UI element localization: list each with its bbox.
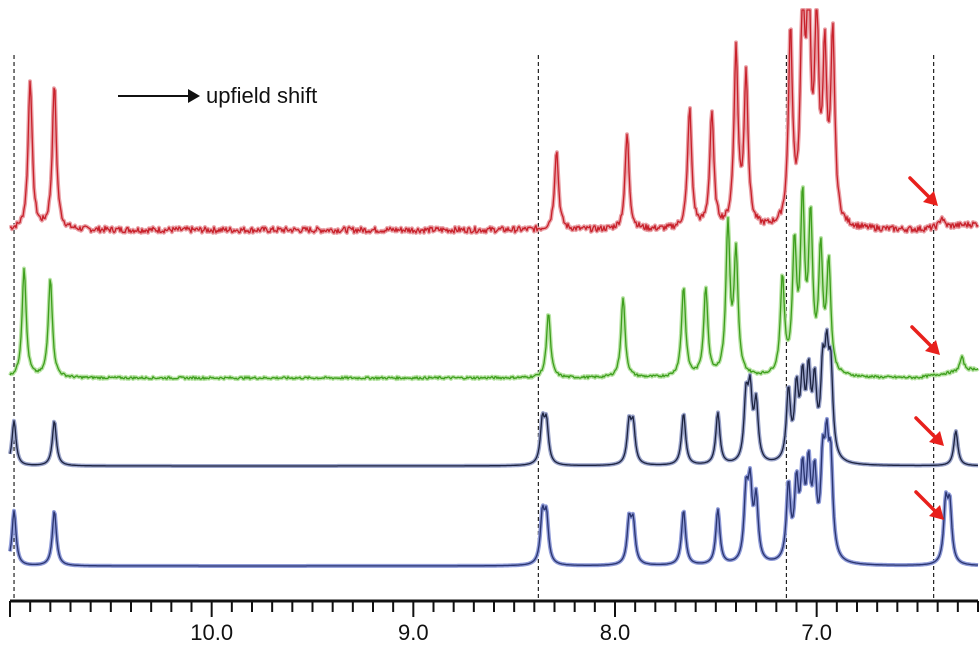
spectrum-1 <box>8 8 980 235</box>
spectrum-line <box>9 186 979 380</box>
red-arrow-shaft <box>914 490 940 516</box>
red-arrow-head <box>923 191 938 206</box>
red-arrow-head <box>929 505 944 520</box>
tick-label: 9.0 <box>398 620 429 645</box>
red-arrow-shaft <box>914 416 940 442</box>
x-axis: 10.0 9.0 8.0 7.0 <box>9 599 979 645</box>
red-arrow-shaft <box>910 325 936 351</box>
tick-label: 8.0 <box>600 620 631 645</box>
spectra <box>8 8 980 568</box>
spectrum-3 <box>8 327 979 468</box>
spectrum-glow <box>8 8 980 235</box>
red-arrow-icon-2 <box>910 325 940 355</box>
upfield-annotation: upfield shift <box>118 83 317 108</box>
tick-label: 10.0 <box>190 620 233 645</box>
spectrum-line <box>9 9 979 234</box>
red-arrow-icon-4 <box>914 490 944 520</box>
upfield-label: upfield shift <box>206 83 317 108</box>
red-arrow-shaft <box>908 176 934 202</box>
upfield-arrowhead-icon <box>188 89 200 103</box>
spectrum-line <box>9 328 978 467</box>
tick-label: 7.0 <box>801 620 832 645</box>
spectrum-line <box>9 418 979 567</box>
spectrum-4 <box>8 416 979 568</box>
spectrum-2 <box>8 185 980 382</box>
red-arrow-head <box>925 340 940 355</box>
red-arrows <box>908 176 944 520</box>
red-arrow-icon-3 <box>914 416 944 446</box>
red-arrow-head <box>929 431 944 446</box>
red-arrow-icon-1 <box>908 176 938 206</box>
